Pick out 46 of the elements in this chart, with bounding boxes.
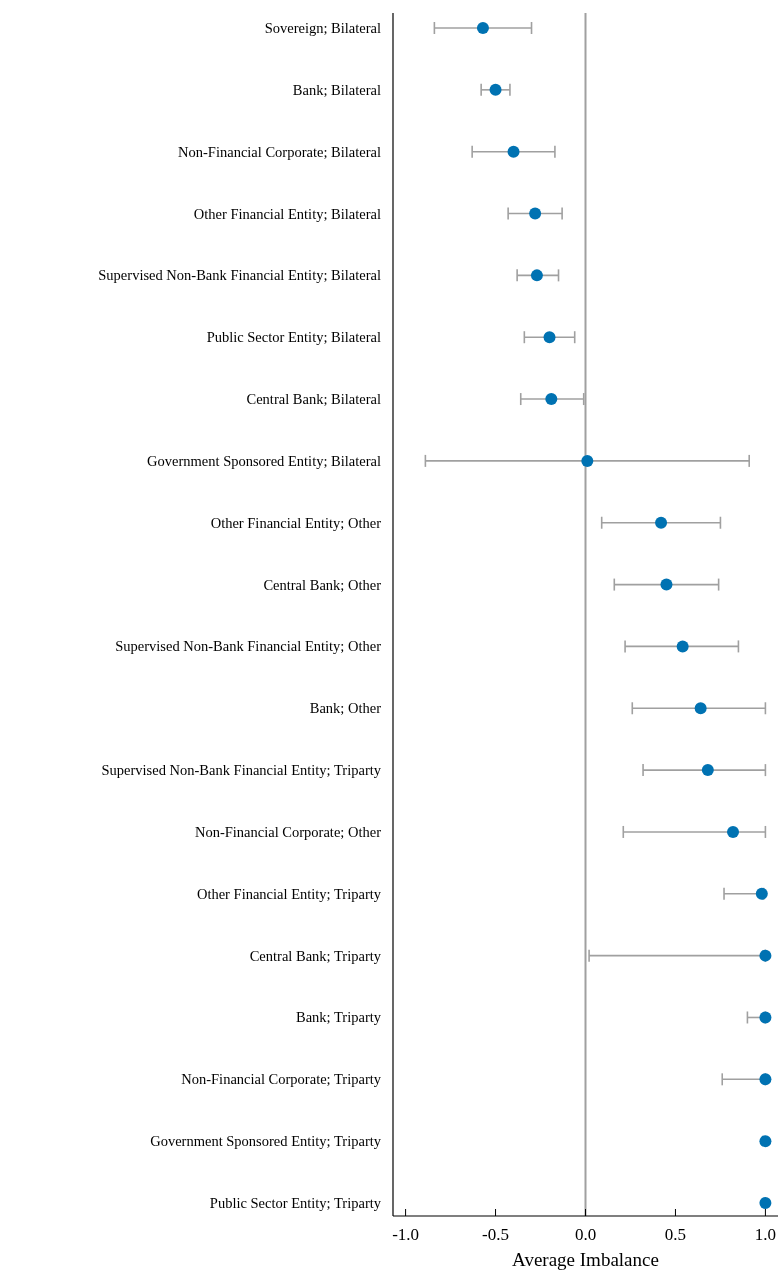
y-tick-label: Bank; Other (309, 700, 382, 717)
point (581, 454, 594, 467)
point (660, 578, 673, 591)
y-tick-label: Supervised Non-Bank Financial Entity; Other (115, 638, 382, 655)
x-tick-label: -1.0 (392, 1225, 420, 1244)
y-tick-label: Central Bank; Triparty (249, 947, 382, 964)
y-tick-label: Non-Financial Corporate; Other (194, 823, 382, 840)
y-tick-label: Sovereign; Bilateral (264, 20, 381, 36)
y-tick-label: Bank; Bilateral (292, 81, 381, 98)
y-tick-label: Supervised Non-Bank Financial Entity; Bilateral (98, 267, 381, 284)
y-tick-label: Other Financial Entity; Other (210, 514, 382, 531)
x-axis-title: Average Imbalance (512, 1249, 659, 1270)
y-tick-label: Non-Financial Corporate; Triparty (181, 1071, 382, 1088)
y-tick-label: Bank; Triparty (296, 1009, 382, 1026)
x-tick-label: -0.5 (482, 1225, 510, 1244)
point (727, 825, 740, 838)
point (543, 331, 556, 344)
y-tick-label: Non-Financial Corporate; Bilateral (178, 143, 381, 160)
y-tick-label: Supervised Non-Bank Financial Entity; Triparty (101, 762, 382, 779)
point (507, 145, 520, 158)
point (655, 516, 668, 529)
point (489, 83, 502, 96)
point (529, 207, 542, 220)
point (545, 393, 558, 406)
point (759, 949, 772, 962)
point (676, 640, 689, 653)
y-tick-label: Government Sponsored Entity; Triparty (150, 1133, 382, 1150)
x-tick-label: 0.5 (664, 1225, 687, 1244)
point (759, 1135, 772, 1148)
y-tick-label: Government Sponsored Entity; Bilateral (147, 452, 381, 469)
y-tick-label: Central Bank; Other (263, 576, 382, 593)
x-tick-label: 1.0 (754, 1225, 777, 1244)
point (755, 887, 768, 900)
y-tick-label: Central Bank; Bilateral (246, 391, 381, 408)
point (759, 1197, 772, 1209)
point (701, 764, 714, 777)
y-tick-label: Public Sector Entity; Bilateral (206, 329, 381, 346)
point (759, 1073, 772, 1086)
point (530, 269, 543, 282)
point (759, 1011, 772, 1024)
y-tick-label: Other Financial Entity; Bilateral (193, 205, 381, 222)
y-tick-label: Public Sector Entity; Triparty (209, 1195, 382, 1211)
x-tick-label: 0.0 (574, 1225, 597, 1244)
y-tick-label: Other Financial Entity; Triparty (196, 885, 382, 902)
point (476, 22, 489, 34)
point (694, 702, 707, 715)
